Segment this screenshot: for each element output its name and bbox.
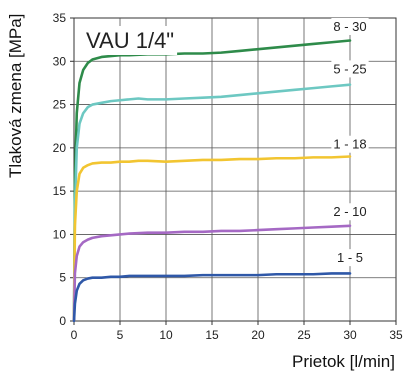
series-label-bg xyxy=(331,203,369,221)
x-axis-label: Prietok [l/min] xyxy=(292,352,395,371)
series-line xyxy=(72,224,352,323)
y-tick-label: 25 xyxy=(53,98,67,112)
x-tick-label: 5 xyxy=(117,328,124,342)
series-line xyxy=(72,272,352,323)
y-tick-label: 5 xyxy=(59,271,66,285)
y-tick-label: 30 xyxy=(53,54,67,68)
series-label: 1 - 5 xyxy=(337,250,363,265)
series-label: 2 - 10 xyxy=(333,204,366,219)
series-label-bg xyxy=(334,249,366,267)
series-line xyxy=(72,83,352,323)
series-label-bg xyxy=(331,17,369,35)
x-tick-label: 20 xyxy=(251,328,265,342)
x-tick-label: 25 xyxy=(297,328,311,342)
y-axis-label: Tlaková zmena [MPa] xyxy=(6,13,25,178)
series-label: 5 - 25 xyxy=(333,61,366,76)
chart-title: VAU 1/4" xyxy=(86,28,174,53)
series-label: 8 - 30 xyxy=(333,19,366,34)
x-tick-label: 10 xyxy=(159,328,173,342)
series-label: 1 - 18 xyxy=(333,137,366,152)
x-tick-label: 0 xyxy=(71,328,78,342)
y-tick-label: 15 xyxy=(53,184,67,198)
y-tick-label: 0 xyxy=(59,314,66,328)
x-tick-label: 35 xyxy=(389,328,403,342)
y-tick-label: 35 xyxy=(53,11,67,25)
series-line xyxy=(72,155,352,323)
series-label-bg xyxy=(331,135,369,153)
y-tick-label: 20 xyxy=(53,141,67,155)
chart-title-bg xyxy=(83,26,178,55)
x-tick-label: 30 xyxy=(343,328,357,342)
series-label-bg xyxy=(331,60,369,78)
x-tick-label: 15 xyxy=(205,328,219,342)
y-tick-label: 10 xyxy=(53,227,67,241)
